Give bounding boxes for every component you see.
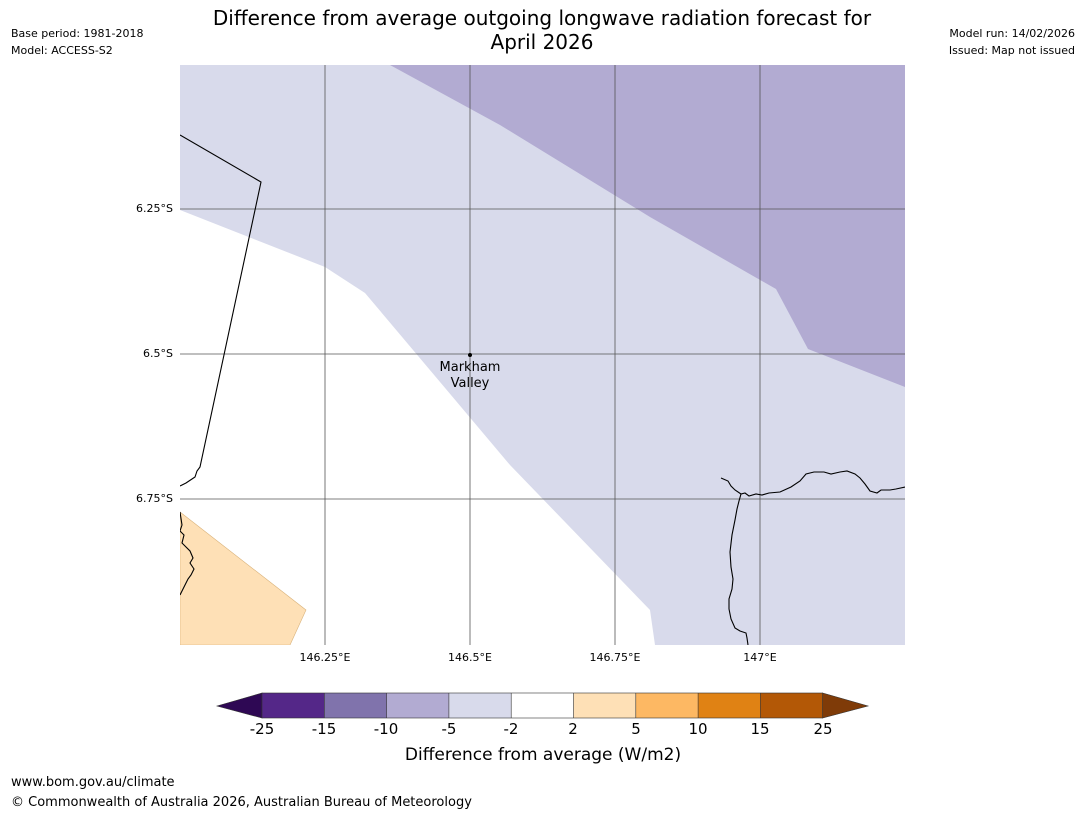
lat-label-6-75: 6.75°S xyxy=(136,492,173,505)
colorbar-extend-high xyxy=(822,692,870,719)
colorbar-dividers xyxy=(261,692,824,719)
colorbar-bin-15-25 xyxy=(760,693,823,718)
cb-tick-m25: -25 xyxy=(249,720,275,738)
cb-tick-m10: -10 xyxy=(373,720,399,738)
town-name-line-1: Markham xyxy=(439,360,501,375)
colorbar-bin--2-2 xyxy=(511,693,574,718)
cb-tick-15: 15 xyxy=(750,720,770,738)
region-m10-m5 xyxy=(390,65,905,387)
cb-frame xyxy=(261,692,824,719)
coastline-southeast-inlet xyxy=(728,493,749,645)
cb-tick-2: 2 xyxy=(568,720,578,738)
footer-copyright: © Commonwealth of Australia 2026, Austra… xyxy=(11,795,472,810)
colorbar-bin--10--5 xyxy=(386,693,449,718)
lon-label-146-5: 146.5°E xyxy=(448,651,492,664)
cb-tick-m2: -2 xyxy=(503,720,519,738)
forecast-map xyxy=(180,65,905,645)
cb-tick-5: 5 xyxy=(631,720,641,738)
cb-tick-m15: -15 xyxy=(311,720,337,738)
model-text: Model: ACCESS-S2 xyxy=(11,44,113,57)
colorbar-label: Difference from average (W/m2) xyxy=(404,745,682,765)
base-period-text: Base period: 1981-2018 xyxy=(11,27,144,40)
lat-label-6-5: 6.5°S xyxy=(143,347,173,360)
cb-tick-25: 25 xyxy=(813,720,833,738)
footer-url[interactable]: www.bom.gov.au/climate xyxy=(11,775,175,790)
map-canvas xyxy=(180,65,905,645)
map-title: Difference from average outgoing longwav… xyxy=(192,6,892,54)
colorbar-bin--5--2 xyxy=(448,693,512,718)
colorbar-bin--15--10 xyxy=(324,693,387,718)
issued-text: Issued: Map not issued xyxy=(948,44,1075,57)
border-line-west xyxy=(180,134,262,487)
lat-label-6-25: 6.25°S xyxy=(136,202,173,215)
region-2-5 xyxy=(180,511,307,645)
colorbar xyxy=(215,692,870,719)
model-run-text: Model run: 14/02/2026 xyxy=(949,27,1075,40)
coastline-southeast xyxy=(720,470,905,497)
colorbar-bin-10-15 xyxy=(698,693,761,718)
cb-tick-10: 10 xyxy=(688,720,708,738)
cb-tick-m5: -5 xyxy=(441,720,457,738)
colorbar-bin--25--15 xyxy=(262,693,325,718)
title-line-2: April 2026 xyxy=(490,30,594,54)
coastline-southwest xyxy=(180,511,195,596)
coastlines xyxy=(180,134,905,645)
town-name-line-2: Valley xyxy=(450,376,490,391)
lon-label-146-75: 146.75°E xyxy=(589,651,641,664)
town-label: Markham Valley xyxy=(425,360,515,392)
lon-label-147: 147°E xyxy=(743,651,777,664)
colorbar-extend-low xyxy=(215,692,263,719)
town-marker xyxy=(468,353,472,357)
lon-label-146-25: 146.25°E xyxy=(299,651,351,664)
colorbar-bin-2-5 xyxy=(573,693,636,718)
colorbar-bin-5-10 xyxy=(635,693,699,718)
title-line-1: Difference from average outgoing longwav… xyxy=(212,6,872,30)
